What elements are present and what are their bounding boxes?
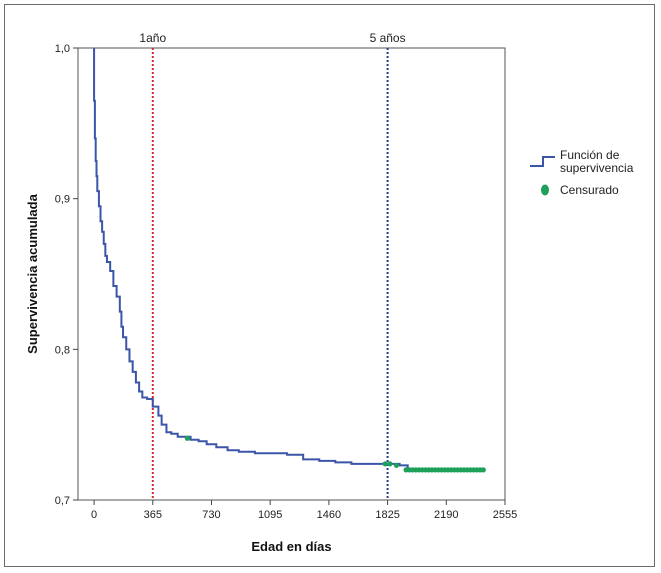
- reference-line-label: 1año: [139, 31, 166, 45]
- data-series: [93, 48, 486, 473]
- legend: Función de supervivencia Censurado: [530, 148, 634, 197]
- reference-line-label: 5 años: [370, 31, 406, 45]
- censored-point: [393, 462, 400, 468]
- y-axis-label: Supervivencia acumulada: [25, 193, 40, 353]
- axis-ticks: 0 365 730 1095 1460 1825 2190 2555 0,7 0,8 0,9 1,0: [55, 43, 518, 521]
- plot-border: [77, 47, 506, 501]
- x-tick-label: 0: [91, 509, 97, 521]
- x-tick-label: 2190: [434, 509, 458, 521]
- legend-censored-label: Censurado: [560, 183, 619, 197]
- survival-curve: [93, 48, 485, 471]
- x-tick-label: 730: [202, 509, 220, 521]
- survival-chart: 0 365 730 1095 1460 1825 2190 25550,70,80,91,0 …: [25, 31, 634, 554]
- legend-survival-label: Función de supervivencia: [560, 148, 634, 175]
- censored-point: [480, 467, 486, 473]
- censored-point: [387, 461, 393, 467]
- y-tick-label: 0,9: [55, 194, 70, 206]
- reference-lines: 1año 5 años: [139, 31, 406, 500]
- chart-frame: 0 365 730 1095 1460 1825 2190 2555 0,7 0,8 0,9 1,0 …: [4, 4, 655, 567]
- x-tick-label: 365: [144, 509, 162, 521]
- censored-point: [184, 435, 190, 441]
- y-tick-label: 0,7: [55, 495, 70, 507]
- y-tick-label: 0,8: [55, 344, 70, 356]
- plot-area: [77, 47, 506, 501]
- legend-censored-swatch: [541, 184, 549, 196]
- censored-point: [382, 461, 388, 467]
- legend-survival-swatch: [530, 156, 555, 167]
- x-tick-label: 1825: [375, 509, 399, 521]
- x-tick-label: 1460: [317, 509, 341, 521]
- x-tick-label: 2555: [493, 509, 517, 521]
- y-tick-label: 1,0: [55, 43, 70, 55]
- x-axis-label: Edad en días: [251, 539, 331, 554]
- x-tick-label: 1095: [258, 509, 282, 521]
